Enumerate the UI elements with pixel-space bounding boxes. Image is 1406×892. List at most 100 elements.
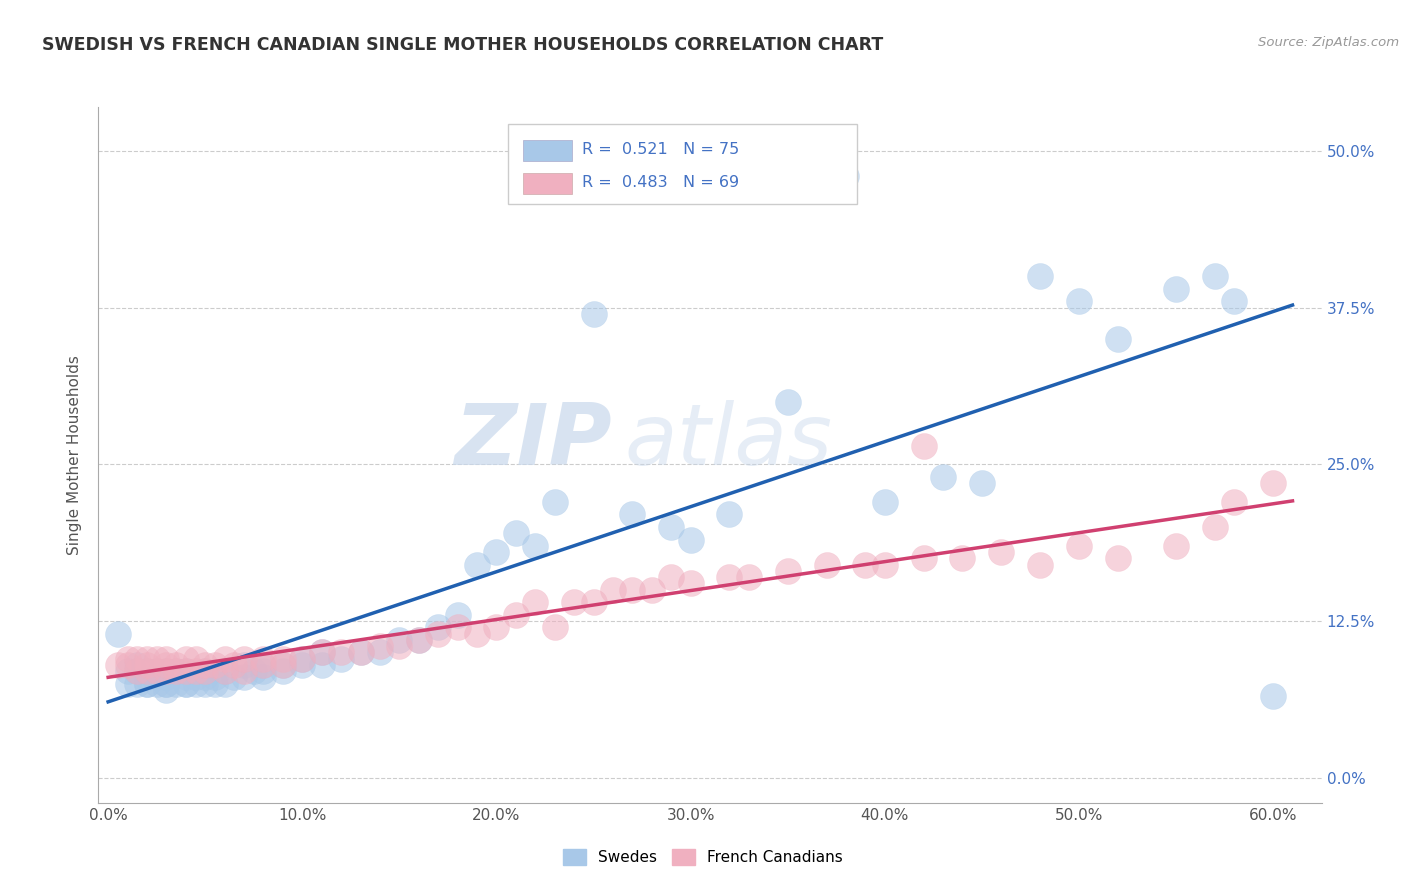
Point <box>679 533 702 547</box>
Point <box>659 570 682 584</box>
Point <box>562 595 585 609</box>
Point <box>349 645 371 659</box>
Point <box>214 676 236 690</box>
Point <box>368 639 391 653</box>
Point <box>233 651 256 665</box>
Point <box>970 476 993 491</box>
Point <box>349 645 371 659</box>
Point <box>204 676 226 690</box>
Point <box>127 676 149 690</box>
Point <box>127 664 149 678</box>
Point <box>214 651 236 665</box>
Y-axis label: Single Mother Households: Single Mother Households <box>67 355 83 555</box>
Point <box>117 657 139 672</box>
Point <box>815 558 838 572</box>
Point <box>408 632 430 647</box>
Point <box>330 651 353 665</box>
Point <box>252 670 274 684</box>
Point <box>127 651 149 665</box>
Point <box>1261 690 1284 704</box>
Point <box>165 676 187 690</box>
FancyBboxPatch shape <box>523 173 572 194</box>
Point <box>184 664 207 678</box>
Point <box>582 595 605 609</box>
Point <box>127 657 149 672</box>
Point <box>145 664 167 678</box>
Point <box>194 664 217 678</box>
FancyBboxPatch shape <box>523 140 572 161</box>
Legend: Swedes, French Canadians: Swedes, French Canadians <box>557 843 849 871</box>
Point <box>427 620 450 634</box>
Point <box>165 664 187 678</box>
Point <box>446 620 468 634</box>
Point <box>718 508 741 522</box>
Point <box>271 657 294 672</box>
Point <box>271 657 294 672</box>
FancyBboxPatch shape <box>508 124 856 204</box>
Point <box>776 564 799 578</box>
Point <box>136 664 159 678</box>
Point <box>214 664 236 678</box>
Point <box>990 545 1012 559</box>
Point <box>524 595 547 609</box>
Point <box>291 651 314 665</box>
Point <box>271 664 294 678</box>
Point <box>1107 551 1129 566</box>
Point <box>311 645 333 659</box>
Point <box>107 626 129 640</box>
Point <box>136 670 159 684</box>
Point <box>155 683 177 698</box>
Text: atlas: atlas <box>624 400 832 483</box>
Point <box>388 632 411 647</box>
Point <box>155 676 177 690</box>
Point <box>544 620 567 634</box>
Point <box>174 676 197 690</box>
Point <box>465 626 488 640</box>
Point <box>1204 520 1226 534</box>
Point <box>242 664 264 678</box>
Point <box>174 664 197 678</box>
Point <box>311 645 333 659</box>
Point <box>233 670 256 684</box>
Point <box>1164 539 1187 553</box>
Point <box>155 651 177 665</box>
Point <box>145 664 167 678</box>
Text: Source: ZipAtlas.com: Source: ZipAtlas.com <box>1258 36 1399 49</box>
Point <box>291 651 314 665</box>
Point <box>155 657 177 672</box>
Point <box>1029 558 1052 572</box>
Point <box>204 657 226 672</box>
Point <box>224 670 246 684</box>
Point <box>368 645 391 659</box>
Point <box>145 670 167 684</box>
Point <box>621 582 644 597</box>
Point <box>465 558 488 572</box>
Point <box>136 664 159 678</box>
Point <box>505 607 527 622</box>
Point <box>136 676 159 690</box>
Point <box>194 670 217 684</box>
Point <box>174 664 197 678</box>
Point <box>446 607 468 622</box>
Point <box>1067 539 1090 553</box>
Point <box>912 551 935 566</box>
Point <box>271 651 294 665</box>
Text: SWEDISH VS FRENCH CANADIAN SINGLE MOTHER HOUSEHOLDS CORRELATION CHART: SWEDISH VS FRENCH CANADIAN SINGLE MOTHER… <box>42 36 883 54</box>
Point <box>679 576 702 591</box>
Point <box>194 676 217 690</box>
Point <box>1067 294 1090 309</box>
Text: R =  0.521   N = 75: R = 0.521 N = 75 <box>582 142 738 157</box>
Point <box>718 570 741 584</box>
Point <box>485 620 508 634</box>
Point <box>524 539 547 553</box>
Point <box>602 582 624 597</box>
Point <box>136 651 159 665</box>
Point <box>174 676 197 690</box>
Point <box>252 657 274 672</box>
Point <box>641 582 664 597</box>
Point <box>155 664 177 678</box>
Point <box>233 657 256 672</box>
Point <box>252 651 274 665</box>
Point <box>776 394 799 409</box>
Point <box>853 558 876 572</box>
